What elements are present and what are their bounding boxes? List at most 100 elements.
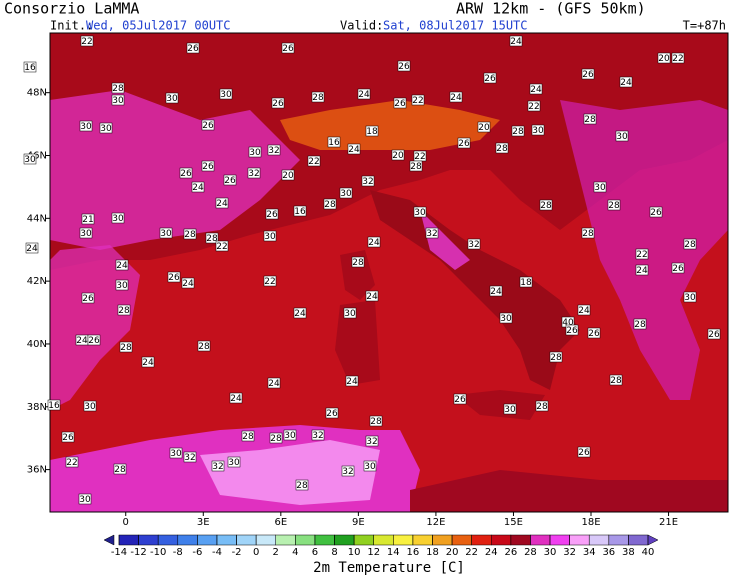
colorbar-bin	[353, 534, 374, 546]
colorbar-label: 34	[583, 547, 596, 558]
station-value: 30	[166, 94, 178, 104]
station-value: 28	[540, 201, 552, 211]
colorbar-high	[647, 534, 659, 546]
station-box	[581, 227, 595, 239]
station-box	[223, 174, 237, 186]
station-value: 30	[79, 495, 91, 505]
station-value: 30	[414, 208, 426, 218]
station-box	[489, 285, 503, 297]
station-box	[397, 60, 411, 72]
station-value: 20	[478, 123, 490, 133]
station-value: 26	[82, 294, 94, 304]
station-value: 30	[616, 132, 628, 142]
station-box	[201, 160, 215, 172]
station-value: 21	[82, 215, 93, 225]
station-value: 30	[504, 405, 516, 415]
colorbar-label: 10	[348, 547, 361, 558]
colorbar-bin	[157, 534, 179, 546]
station-value: 26	[578, 448, 590, 458]
colorbar-bin	[608, 534, 629, 546]
station-value: 28	[118, 306, 130, 316]
colorbar-label: 4	[292, 547, 298, 558]
station-box	[81, 213, 95, 225]
station-value: 24	[510, 37, 522, 47]
station-value: 16	[48, 401, 60, 411]
station-box	[271, 97, 285, 109]
colorbar-bin	[491, 534, 512, 546]
station-box	[635, 264, 649, 276]
station-box	[119, 341, 133, 353]
station-value: 30	[284, 431, 296, 441]
station-box	[615, 130, 629, 142]
colorbar-bin	[549, 534, 570, 546]
station-value: 26	[398, 62, 410, 72]
station-box	[499, 312, 513, 324]
station-box	[25, 242, 39, 254]
station-box	[229, 392, 243, 404]
station-box	[311, 429, 325, 441]
station-value: 28	[550, 353, 562, 363]
station-box	[183, 228, 197, 240]
station-box	[539, 199, 553, 211]
station-box	[409, 160, 423, 172]
station-value: 28	[352, 258, 364, 268]
station-box	[413, 206, 427, 218]
station-value: 26	[650, 208, 662, 218]
station-value: 28	[610, 376, 622, 386]
station-box	[527, 100, 541, 112]
station-value: 24	[636, 266, 648, 276]
station-box	[683, 238, 697, 250]
colorbar-label: 0	[253, 547, 259, 558]
lon-label: 6E	[274, 517, 287, 528]
station-value: 24	[348, 145, 360, 155]
station-value: 32	[268, 146, 279, 156]
station-value: 24	[294, 309, 306, 319]
station-box	[159, 227, 173, 239]
station-box	[549, 351, 563, 363]
station-box	[81, 292, 95, 304]
station-value: 28	[634, 320, 646, 330]
station-value: 26	[266, 210, 278, 220]
station-value: 28	[198, 342, 210, 352]
colorbar-bin	[373, 534, 394, 546]
station-value: 22	[264, 277, 275, 287]
station-box	[219, 88, 233, 100]
station-box	[281, 42, 295, 54]
station-value: 32	[426, 229, 437, 239]
station-box	[587, 327, 601, 339]
station-box	[99, 122, 113, 134]
station-value: 26	[62, 433, 74, 443]
station-box	[61, 431, 75, 443]
station-value: 22	[672, 54, 683, 64]
station-box	[361, 175, 375, 187]
lat-label: 48N	[27, 88, 47, 99]
station-box	[657, 52, 671, 64]
station-box	[391, 149, 405, 161]
station-box	[167, 271, 181, 283]
station-value: 28	[582, 229, 594, 239]
station-value: 24	[216, 199, 228, 209]
station-box	[535, 400, 549, 412]
lat-label: 38N	[27, 402, 47, 413]
station-box	[341, 465, 355, 477]
station-box	[477, 121, 491, 133]
station-value: 30	[684, 293, 696, 303]
colorbar-bin	[138, 534, 159, 546]
station-value: 32	[468, 240, 479, 250]
station-box	[179, 167, 193, 179]
colorbar-label: 22	[465, 547, 478, 558]
station-value: 26	[168, 273, 180, 283]
station-box	[593, 181, 607, 193]
station-box	[581, 68, 595, 80]
station-value: 30	[112, 214, 124, 224]
colorbar-bin	[236, 534, 257, 546]
station-value: 26	[224, 176, 236, 186]
station-box	[367, 236, 381, 248]
station-value: 30	[84, 402, 96, 412]
station-box	[449, 91, 463, 103]
station-box	[633, 318, 647, 330]
colorbar-label: -4	[212, 547, 222, 558]
station-value: 16	[294, 207, 306, 217]
station-value: 30	[112, 96, 124, 106]
station-box	[357, 88, 371, 100]
